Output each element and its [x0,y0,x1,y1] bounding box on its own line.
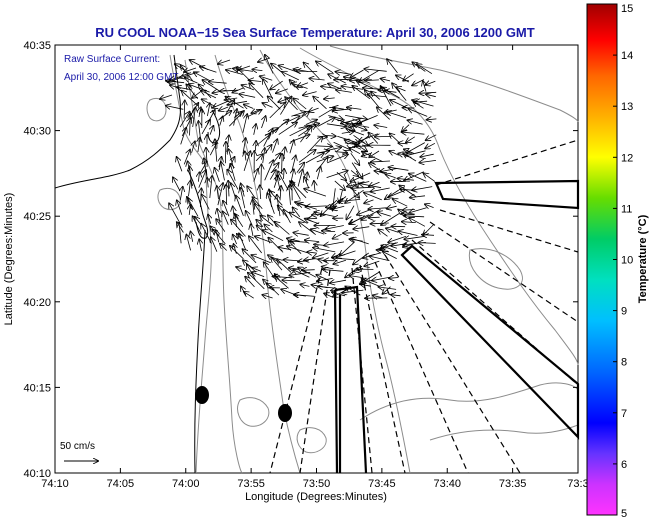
figure-title: RU COOL NOAA−15 Sea Surface Temperature:… [95,25,534,40]
scale-label: 50 cm/s [60,441,95,452]
colorbar-tick-label: 9 [621,306,627,318]
current-vector [334,79,351,80]
station-marker [278,404,292,422]
colorbar-tick-label: 7 [621,408,627,420]
y-tick-label: 40:20 [23,297,51,309]
colorbar-tick-label: 12 [621,152,633,164]
x-tick-label: 73:3 [567,478,588,490]
colorbar-tick-label: 8 [621,357,627,369]
colorbar-tick-label: 11 [621,203,632,215]
current-vector [226,185,227,205]
x-tick-label: 74:00 [172,478,200,490]
y-tick-label: 40:10 [23,468,51,480]
y-axis-label: Latitude (Degrees:Minutes) [3,193,15,326]
x-tick-label: 74:05 [107,478,135,490]
x-tick-label: 73:55 [237,478,265,490]
station-marker [195,386,209,404]
y-tick-label: 40:25 [23,211,51,223]
temperature-colorbar [587,4,617,515]
x-tick-label: 73:40 [433,478,461,490]
colorbar-tick-label: 10 [621,255,633,267]
colorbar-tick-label: 15 [621,3,633,15]
x-tick-label: 73:45 [368,478,396,490]
colorbar-tick-label: 6 [621,459,627,471]
y-tick-label: 40:35 [23,40,51,52]
x-axis-label: Longitude (Degrees:Minutes) [245,491,387,503]
annotation-line-2: April 30, 2006 12:00 GMT [64,72,179,83]
y-tick-label: 40:15 [23,382,51,394]
colorbar-tick-label: 14 [621,50,633,62]
colorbar-tick-label: 13 [621,101,633,113]
colorbar-tick-label: 5 [621,508,627,519]
current-vector [282,154,283,173]
annotation-line-1: Raw Surface Current: [64,54,160,65]
current-vector [225,142,226,163]
current-vector [261,165,262,188]
x-tick-label: 73:35 [499,478,527,490]
x-tick-label: 73:50 [303,478,331,490]
colorbar-label: Temperature (°C) [637,214,649,303]
current-vector [296,71,317,72]
y-tick-label: 40:30 [23,126,51,138]
